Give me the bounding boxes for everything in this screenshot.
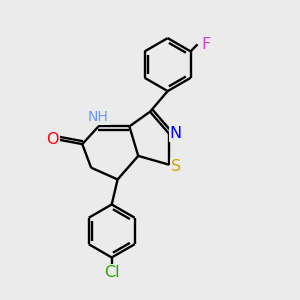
Text: S: S bbox=[171, 159, 181, 174]
Text: F: F bbox=[201, 37, 210, 52]
Text: NH: NH bbox=[88, 110, 109, 124]
Text: N: N bbox=[169, 126, 182, 141]
Text: O: O bbox=[46, 132, 59, 147]
Text: Cl: Cl bbox=[104, 265, 119, 280]
